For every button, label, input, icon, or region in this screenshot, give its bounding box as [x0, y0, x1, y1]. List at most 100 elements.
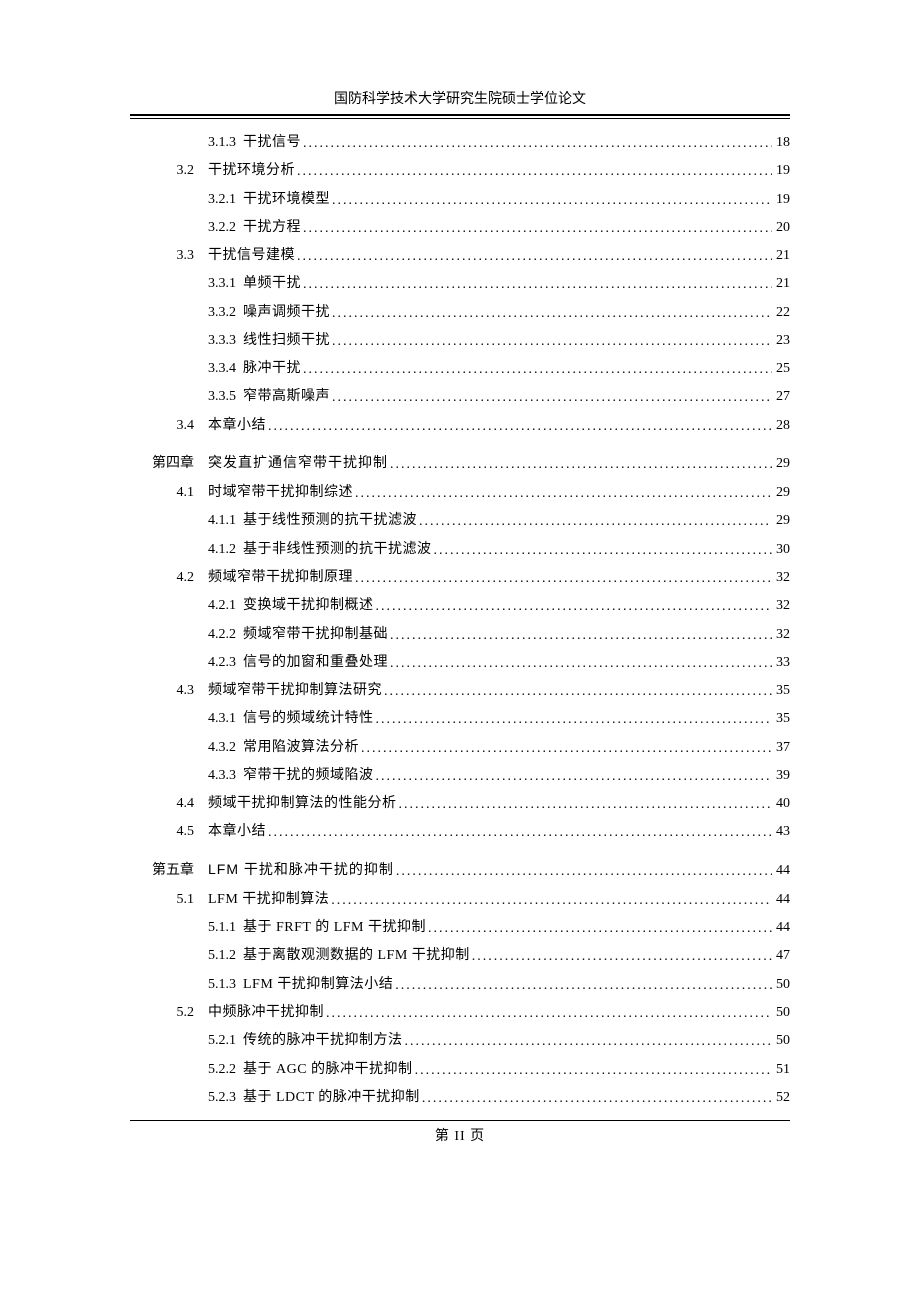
dot-leaders	[332, 187, 772, 215]
toc-page-number: 21	[774, 242, 790, 270]
toc-row-sub: 3.3.3 线性扫频干扰 23	[130, 327, 790, 355]
toc-subsection-number: 3.3.3	[208, 327, 243, 355]
toc-page-number: 21	[774, 270, 790, 298]
toc-row-sub: 4.3.2 常用陷波算法分析 37	[130, 734, 790, 762]
toc-page-number: 22	[774, 299, 790, 327]
toc-entry-title: 本章小结	[208, 412, 266, 440]
toc-entry-title: 频域窄带干扰抑制算法研究	[208, 677, 382, 705]
dot-leaders	[332, 300, 772, 328]
toc-page-number: 50	[774, 971, 790, 999]
toc-entry-title: 干扰方程	[243, 214, 301, 242]
dot-leaders	[268, 819, 772, 847]
page-footer: 第 II 页	[130, 1125, 790, 1145]
toc-entry-title: 基于 LDCT 的脉冲干扰抑制	[243, 1084, 420, 1112]
toc-entry-title: 中频脉冲干扰抑制	[208, 999, 324, 1027]
toc-page-number: 43	[774, 818, 790, 846]
toc-section-number: 5.2	[130, 999, 208, 1027]
toc-entry-title: 干扰环境模型	[243, 186, 330, 214]
dot-leaders	[384, 678, 772, 706]
toc-entry-title: 常用陷波算法分析	[243, 734, 359, 762]
toc-row-section: 4.2频域窄带干扰抑制原理32	[130, 564, 790, 592]
toc-subsection-number: 5.1.2	[208, 942, 243, 970]
toc-row-sub: 4.1.2 基于非线性预测的抗干扰滤波30	[130, 536, 790, 564]
toc-page-number: 19	[774, 157, 790, 185]
toc-entry-title: 本章小结	[208, 818, 266, 846]
dot-leaders	[332, 384, 772, 412]
toc-entry-title: 基于离散观测数据的 LFM 干扰抑制	[243, 942, 470, 970]
toc-entry-title: 线性扫频干扰	[243, 327, 330, 355]
toc-entry-title: 基于非线性预测的抗干扰滤波	[243, 536, 432, 564]
toc-row-sub: 5.1.1 基于 FRFT 的 LFM 干扰抑制44	[130, 914, 790, 942]
toc-entry-title: 干扰环境分析	[208, 157, 295, 185]
dot-leaders	[303, 356, 772, 384]
dot-leaders	[326, 1000, 772, 1028]
dot-leaders	[472, 943, 772, 971]
toc-entry-title: 频域窄带干扰抑制基础	[243, 621, 388, 649]
dot-leaders	[395, 972, 772, 1000]
toc-subsection-number: 5.2.1	[208, 1027, 243, 1055]
toc-page-number: 28	[774, 412, 790, 440]
dot-leaders	[376, 706, 773, 734]
toc-row-sub: 5.2.1 传统的脉冲干扰抑制方法50	[130, 1027, 790, 1055]
toc-subsection-number: 3.2.1	[208, 186, 243, 214]
toc-entry-title: LFM 干扰抑制算法小结	[243, 971, 393, 999]
toc-entry-title: 基于线性预测的抗干扰滤波	[243, 507, 417, 535]
toc-subsection-number: 4.2.3	[208, 649, 243, 677]
toc-row-sub: 4.2.3 信号的加窗和重叠处理33	[130, 649, 790, 677]
toc-entry-title: 窄带高斯噪声	[243, 383, 330, 411]
toc-row-section: 3.4本章小结 28	[130, 412, 790, 440]
toc-entry-title: 干扰信号	[243, 129, 301, 157]
toc-subsection-number: 3.3.1	[208, 270, 243, 298]
toc-page-number: 33	[774, 649, 790, 677]
toc-entry-title: 基于 FRFT 的 LFM 干扰抑制	[243, 914, 426, 942]
toc-entry-title: 时域窄带干扰抑制综述	[208, 479, 353, 507]
dot-leaders	[297, 158, 772, 186]
toc-row-sub: 3.2.2 干扰方程20	[130, 214, 790, 242]
toc-subsection-number: 3.3.2	[208, 299, 243, 327]
toc-page-number: 50	[774, 999, 790, 1027]
toc-page-number: 52	[774, 1084, 790, 1112]
page-header: 国防科学技术大学研究生院硕士学位论文	[130, 88, 790, 108]
dot-leaders	[297, 243, 772, 271]
toc-section-number: 4.3	[130, 677, 208, 705]
toc-subsection-number: 3.1.3	[208, 129, 243, 157]
toc-page-number: 40	[774, 790, 790, 818]
toc-row-sub: 3.3.5 窄带高斯噪声27	[130, 383, 790, 411]
toc-page-number: 51	[774, 1056, 790, 1084]
toc-row-chapter: 第五章LFM 干扰和脉冲干扰的抑制44	[130, 855, 790, 885]
toc-row-sub: 5.1.2 基于离散观测数据的 LFM 干扰抑制47	[130, 942, 790, 970]
toc-subsection-number: 4.2.2	[208, 621, 243, 649]
toc-page-number: 23	[774, 327, 790, 355]
toc-section-number: 5.1	[130, 886, 208, 914]
toc-page-number: 44	[774, 886, 790, 914]
dot-leaders	[405, 1028, 773, 1056]
toc-page-number: 50	[774, 1027, 790, 1055]
toc-section-number: 3.3	[130, 242, 208, 270]
toc-entry-title: 单频干扰	[243, 270, 301, 298]
dot-leaders	[434, 537, 773, 565]
toc-chapter-number: 第四章	[130, 448, 208, 476]
footer-rule	[130, 1120, 790, 1121]
toc-row-section: 3.3干扰信号建模21	[130, 242, 790, 270]
toc-row-sub: 5.1.3 LFM 干扰抑制算法小结 50	[130, 971, 790, 999]
dot-leaders	[419, 508, 772, 536]
toc-section-number: 4.4	[130, 790, 208, 818]
toc-subsection-number: 3.3.4	[208, 355, 243, 383]
toc-row-section: 3.2干扰环境分析19	[130, 157, 790, 185]
toc-page-number: 35	[774, 677, 790, 705]
toc-row-sub: 4.3.3 窄带干扰的频域陷波39	[130, 762, 790, 790]
dot-leaders	[268, 413, 772, 441]
toc-subsection-number: 5.1.3	[208, 971, 243, 999]
toc-page-number: 37	[774, 734, 790, 762]
toc-row-chapter: 第四章突发直扩通信窄带干扰抑制29	[130, 448, 790, 478]
toc-row-section: 4.3频域窄带干扰抑制算法研究 35	[130, 677, 790, 705]
toc-section-number: 3.4	[130, 412, 208, 440]
toc-entry-title: 脉冲干扰	[243, 355, 301, 383]
toc-subsection-number: 4.3.1	[208, 705, 243, 733]
dot-leaders	[376, 763, 773, 791]
toc-subsection-number: 4.1.1	[208, 507, 243, 535]
dot-leaders	[415, 1057, 772, 1085]
dot-leaders	[355, 565, 772, 593]
toc-subsection-number: 4.3.2	[208, 734, 243, 762]
dot-leaders	[390, 650, 772, 678]
